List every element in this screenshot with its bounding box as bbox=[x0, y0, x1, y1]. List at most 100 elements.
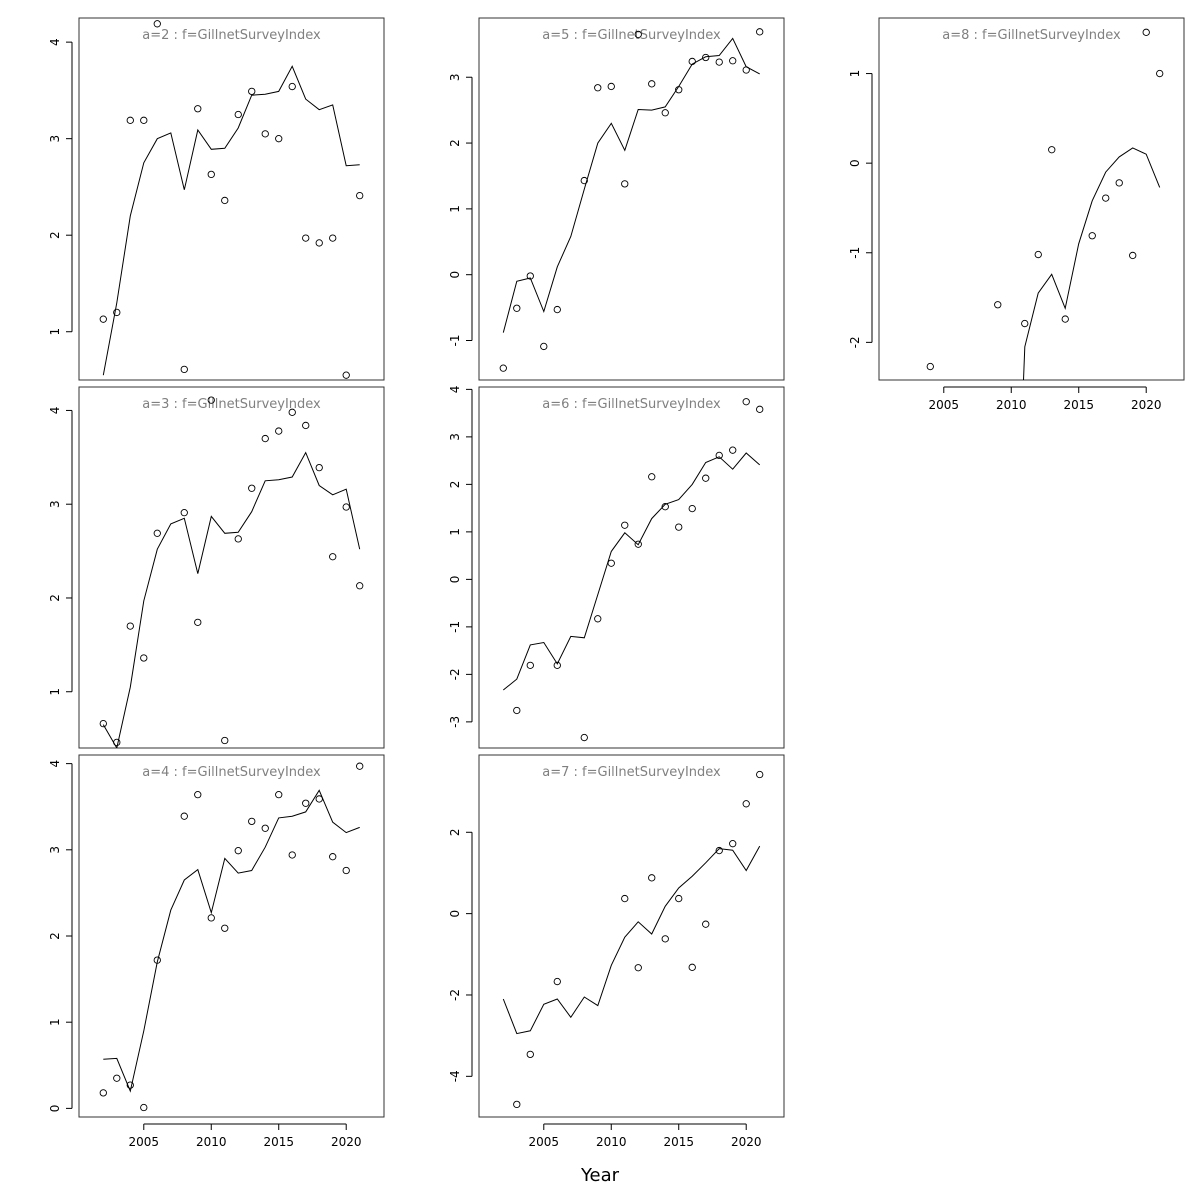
y-tick-label: 2 bbox=[448, 481, 462, 489]
observed-point bbox=[607, 559, 615, 567]
y-axis: -3 -2 -1 0 1 2 3 4 bbox=[448, 386, 473, 728]
observed-point bbox=[180, 508, 188, 517]
observed-point bbox=[513, 304, 521, 312]
panel-6: a=7 : f=GillnetSurveyIndex -4 -2 0 2 2005 2010… bbox=[448, 754, 785, 1149]
observed-point bbox=[756, 770, 764, 779]
observed-point bbox=[742, 66, 750, 74]
observed-point bbox=[715, 846, 723, 855]
observed-point bbox=[207, 170, 215, 179]
observed-point bbox=[99, 719, 107, 728]
observed-point bbox=[756, 405, 764, 413]
observed-point bbox=[221, 196, 229, 205]
panel-title: a=8 : f=GillnetSurveyIndex bbox=[942, 28, 1121, 43]
y-tick-label: 1 bbox=[448, 528, 462, 536]
x-tick-label: 2015 bbox=[1063, 398, 1094, 412]
observed-point bbox=[648, 80, 656, 88]
y-axis: -4 -2 0 2 bbox=[448, 828, 473, 1082]
panel-frame bbox=[478, 754, 785, 1118]
fitted-line bbox=[102, 451, 361, 748]
y-tick-label: -3 bbox=[448, 716, 462, 728]
x-axis: 2005 2010 2015 2020 bbox=[129, 1123, 361, 1149]
y-tick-label: 0 bbox=[448, 910, 462, 918]
observed-point bbox=[194, 790, 202, 799]
y-tick-label: 3 bbox=[48, 846, 62, 854]
observed-point bbox=[302, 234, 310, 242]
observed-point bbox=[499, 364, 507, 372]
y-tick-label: 1 bbox=[448, 205, 462, 213]
observed-point bbox=[207, 914, 215, 922]
y-tick-label: 2 bbox=[48, 231, 62, 239]
observed-point bbox=[1088, 232, 1096, 240]
x-tick-label: 2005 bbox=[129, 1135, 160, 1149]
observed-point bbox=[99, 1089, 107, 1097]
observed-point bbox=[288, 408, 296, 416]
y-axis: 1 2 3 4 bbox=[48, 407, 73, 696]
y-tick-label: 4 bbox=[448, 386, 462, 394]
observed-point bbox=[715, 451, 723, 460]
x-tick-label: 2015 bbox=[263, 1135, 294, 1149]
observed-point bbox=[329, 853, 337, 861]
observed-point bbox=[994, 301, 1002, 309]
panel-4: a=5 : f=GillnetSurveyIndex -1 0 1 2 3 bbox=[448, 17, 785, 381]
panel-title: a=6 : f=GillnetSurveyIndex bbox=[542, 397, 721, 412]
observed-point bbox=[688, 963, 696, 971]
panel-data bbox=[99, 396, 364, 748]
observed-point bbox=[153, 956, 161, 964]
panel-data bbox=[926, 28, 1164, 380]
y-tick-label: 3 bbox=[448, 433, 462, 441]
panel-title: a=7 : f=GillnetSurveyIndex bbox=[542, 765, 721, 780]
x-tick-label: 2020 bbox=[731, 1135, 762, 1149]
y-tick-label: 2 bbox=[48, 932, 62, 940]
y-tick-label: -1 bbox=[448, 335, 462, 347]
panel-title: a=2 : f=GillnetSurveyIndex bbox=[142, 28, 321, 43]
observed-point bbox=[194, 105, 202, 113]
observed-point bbox=[648, 874, 656, 882]
observed-point bbox=[248, 87, 256, 96]
y-tick-label: 1 bbox=[848, 70, 862, 78]
y-tick-label: 1 bbox=[48, 688, 62, 696]
fitted-line bbox=[103, 789, 360, 1093]
y-tick-label: -2 bbox=[448, 989, 462, 1001]
y-tick-label: 3 bbox=[48, 135, 62, 143]
y-axis: 1 2 3 4 bbox=[48, 38, 73, 336]
observed-point bbox=[153, 529, 161, 537]
y-axis: 0 1 2 3 4 bbox=[48, 760, 73, 1112]
y-tick-label: -1 bbox=[848, 247, 862, 259]
observed-point bbox=[315, 463, 323, 472]
observed-point bbox=[553, 661, 561, 669]
panel-data bbox=[99, 20, 364, 379]
panel-title: a=4 : f=GillnetSurveyIndex bbox=[142, 765, 321, 780]
observed-point bbox=[621, 521, 629, 529]
observed-point bbox=[702, 53, 710, 62]
observed-point bbox=[634, 30, 642, 39]
panel-data bbox=[499, 28, 764, 372]
y-tick-label: 0 bbox=[448, 576, 462, 584]
panel-frame bbox=[78, 754, 385, 1118]
observed-point bbox=[513, 706, 521, 715]
observed-point bbox=[1115, 179, 1123, 187]
x-tick-label: 2020 bbox=[1131, 398, 1162, 412]
observed-point bbox=[580, 733, 588, 742]
observed-point bbox=[99, 315, 107, 323]
observed-point bbox=[661, 109, 669, 117]
y-axis: -1 0 1 2 3 bbox=[448, 73, 473, 347]
observed-point bbox=[356, 582, 364, 590]
observed-point bbox=[315, 239, 323, 247]
y-tick-label: 1 bbox=[48, 328, 62, 336]
fitted-line bbox=[502, 452, 761, 691]
y-tick-label: 2 bbox=[448, 139, 462, 147]
observed-point bbox=[621, 180, 629, 188]
observed-point bbox=[526, 1050, 534, 1059]
observed-point bbox=[113, 738, 121, 747]
observed-point bbox=[315, 795, 323, 803]
observed-point bbox=[1048, 146, 1056, 154]
observed-point bbox=[153, 20, 161, 28]
observed-point bbox=[207, 396, 215, 404]
observed-point bbox=[288, 851, 296, 859]
observed-point bbox=[113, 308, 121, 317]
observed-point bbox=[702, 474, 710, 482]
panel-2: a=3 : f=GillnetSurveyIndex 1 2 3 4 bbox=[48, 386, 385, 749]
fitted-line bbox=[502, 37, 760, 333]
x-axis-label: Year bbox=[580, 1165, 620, 1186]
